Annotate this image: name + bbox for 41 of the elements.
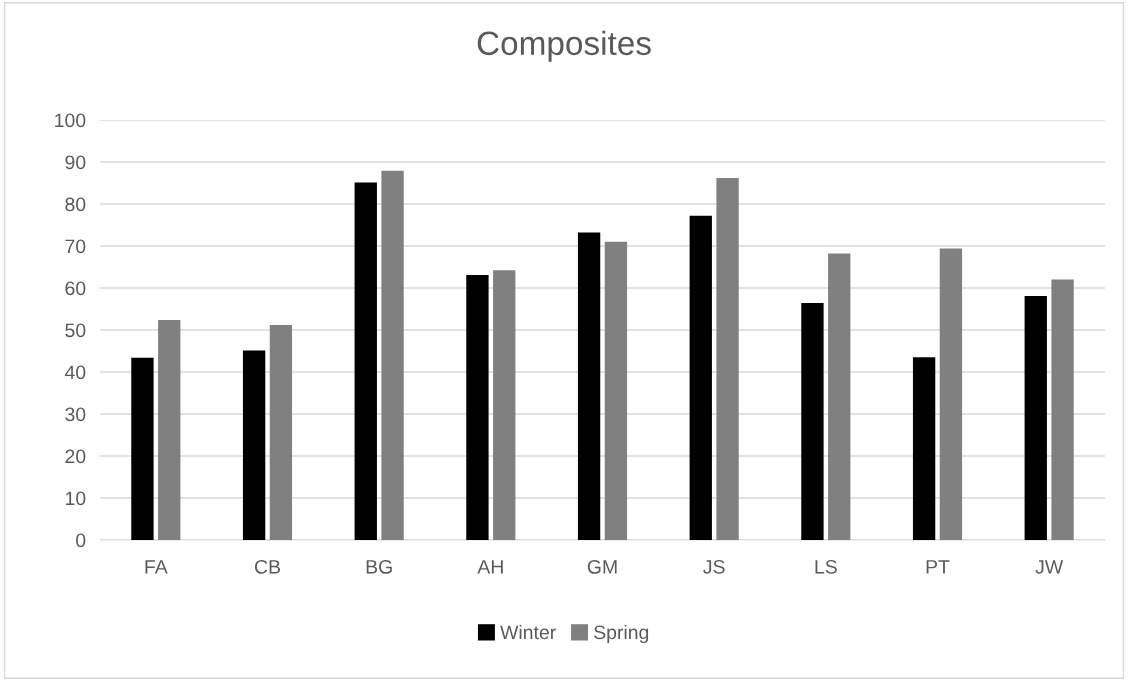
bar (828, 253, 851, 540)
x-tick-label: JS (703, 559, 725, 574)
y-tick-label: 40 (64, 365, 86, 380)
y-tick-label: 50 (65, 323, 86, 338)
bar (604, 241, 628, 540)
bar (801, 303, 824, 540)
bar (466, 274, 489, 540)
y-tick-label: 70 (65, 239, 86, 254)
x-tick-label: JW (1035, 560, 1064, 574)
x-tick-label: GM (587, 559, 617, 574)
bar (939, 248, 963, 540)
y-tick-label: 20 (65, 449, 86, 464)
bar (381, 170, 404, 540)
bar (912, 357, 936, 540)
y-tick-label: 60 (65, 281, 86, 296)
bar (1024, 295, 1047, 540)
bar (577, 232, 601, 540)
y-tick-label: 100 (55, 113, 86, 128)
bar (269, 324, 293, 540)
x-tick-label: LS (815, 559, 837, 574)
bar (158, 319, 181, 540)
bar (689, 215, 712, 540)
bar (493, 270, 516, 540)
y-tick-label: 0 (76, 533, 86, 548)
y-tick-label: 80 (65, 197, 86, 212)
y-tick-label: 90 (65, 155, 86, 170)
y-tick-label: 10 (65, 491, 86, 506)
legend-label: Winter (500, 624, 556, 640)
x-tick-label: CB (254, 559, 280, 574)
bar (1051, 279, 1074, 540)
chart-title: Composites (477, 30, 651, 62)
bar (131, 357, 154, 540)
x-tick-label: FA (145, 560, 168, 574)
bar (354, 182, 377, 540)
x-tick-label: AH (477, 560, 503, 574)
bar (242, 350, 266, 540)
y-tick-label: 30 (65, 407, 86, 422)
x-tick-label: PT (926, 560, 950, 574)
legend-label: Spring (594, 624, 649, 644)
x-tick-label: BG (366, 559, 392, 574)
bar (716, 177, 739, 540)
